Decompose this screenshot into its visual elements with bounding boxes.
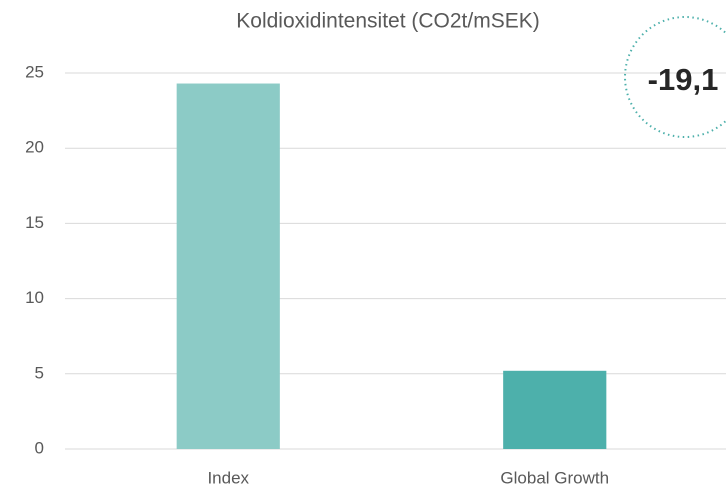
y-tick-label: 20 <box>25 138 44 157</box>
x-tick-label: Index <box>207 468 249 487</box>
y-tick-label: 10 <box>25 288 44 307</box>
chart-title: Koldioxidintensitet (CO2t/mSEK) <box>236 10 539 33</box>
bar <box>176 83 280 449</box>
y-tick-label: 15 <box>25 213 44 232</box>
bar <box>503 370 607 449</box>
x-tick-label: Global Growth <box>500 468 609 487</box>
y-tick-label: 0 <box>35 438 44 457</box>
annotation: -19,1 <box>648 62 719 97</box>
y-tick-label: 5 <box>35 363 44 382</box>
y-tick-label: 25 <box>25 62 44 81</box>
